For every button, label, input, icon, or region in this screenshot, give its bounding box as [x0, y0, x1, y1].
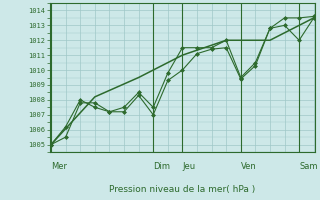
Text: Jeu: Jeu [182, 162, 196, 171]
Text: Ven: Ven [241, 162, 257, 171]
Text: Sam: Sam [299, 162, 318, 171]
Text: Pression niveau de la mer( hPa ): Pression niveau de la mer( hPa ) [109, 185, 256, 194]
Text: Dim: Dim [153, 162, 170, 171]
Text: Mer: Mer [51, 162, 67, 171]
